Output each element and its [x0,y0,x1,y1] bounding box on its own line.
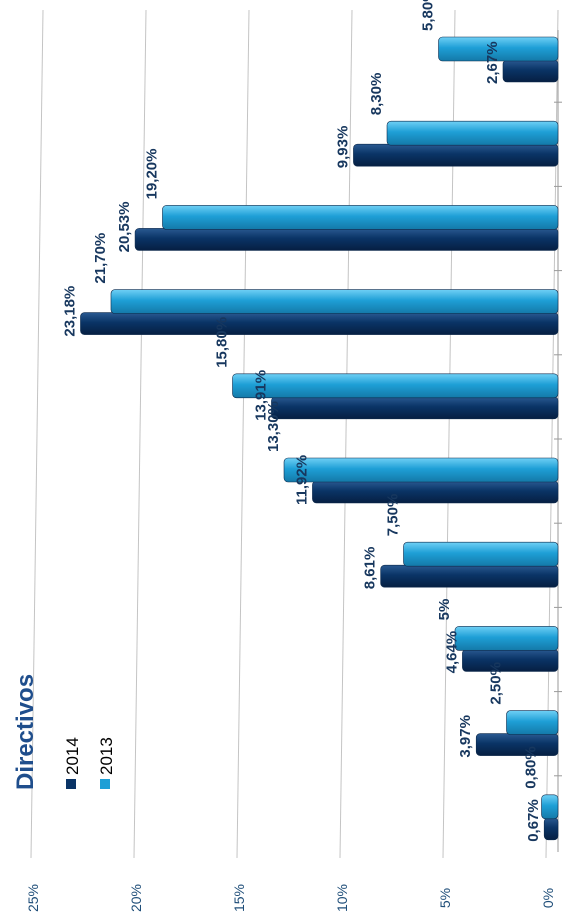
value-label-2013-9: 5,80% [420,0,437,31]
value-label-2013-2: 5% [436,599,453,621]
value-label-2014-0: 0,67% [525,799,542,842]
value-label-2014-4: 11,92% [293,455,310,505]
gridline [236,9,250,859]
gridline [133,9,147,859]
tick-label: 20% [128,884,144,912]
gridline [30,9,44,859]
value-label-2013-3: 7,50% [385,494,402,537]
value-label-2013-7: 19,20% [143,149,160,200]
legend: 2014 2013 [63,737,116,789]
bar-2014-4 [312,480,559,504]
value-label-2014-5: 13,91% [252,370,269,421]
value-label-2014-3: 8,61% [362,547,379,590]
legend-swatch-2013 [100,779,110,789]
legend-label-2014: 2014 [63,737,82,775]
bar-2014-1 [475,733,559,756]
bar-2013-7 [162,205,559,230]
axis-ticks: 0% 5% 10% 15% 20% 25% [25,884,556,912]
bar-2014-8 [353,143,559,167]
chart-title: Directivos [12,674,39,790]
value-label-2014-6: 23,18% [61,286,78,337]
bar-2013-8 [386,120,559,146]
value-label-2013-1: 2,50% [488,662,505,705]
legend-label-2013: 2013 [97,737,116,775]
value-label-2013-8: 8,30% [368,73,385,116]
bar-2013-3 [403,541,559,567]
bars [80,36,559,841]
bar-2014-5 [271,396,559,420]
bar-2014-6 [80,312,559,335]
legend-swatch-2014 [66,779,76,789]
value-label-2014-8: 9,93% [334,126,351,169]
tick-label: 25% [25,884,41,912]
value-label-2013-0: 0,80% [523,746,540,789]
bar-2013-2 [454,626,559,651]
tick-label: 0% [540,888,556,908]
tick-label: 10% [334,884,350,912]
bar-2013-4 [283,457,559,483]
value-label-2014-2: 4,64% [443,631,460,674]
value-labels: 0,67% 3,97% 4,64% 8,61% 11,92% 13,91% 23,18% 20… [61,0,542,842]
value-label-2014-7: 20,53% [116,202,133,253]
value-label-2014-1: 3,97% [457,715,474,758]
gridline [339,9,353,859]
bar-2013-6 [110,289,559,314]
tick-label: 5% [437,888,453,908]
bar-2014-9 [502,59,559,83]
bar-2013-0 [541,794,559,820]
bar-2013-1 [506,710,559,735]
value-label-2014-9: 2,67% [484,41,501,84]
value-label-2013-4: 13,30% [265,401,282,452]
bar-2013-5 [232,373,559,399]
bar-2014-2 [462,649,559,672]
bar-2014-7 [134,228,559,251]
value-label-2013-6: 21,70% [92,233,109,284]
bar-2014-0 [543,817,559,841]
tick-label: 15% [231,884,247,912]
bar-2014-3 [380,564,559,588]
value-label-2013-5: 15,80% [214,317,231,368]
bar-2013-9 [438,36,559,62]
